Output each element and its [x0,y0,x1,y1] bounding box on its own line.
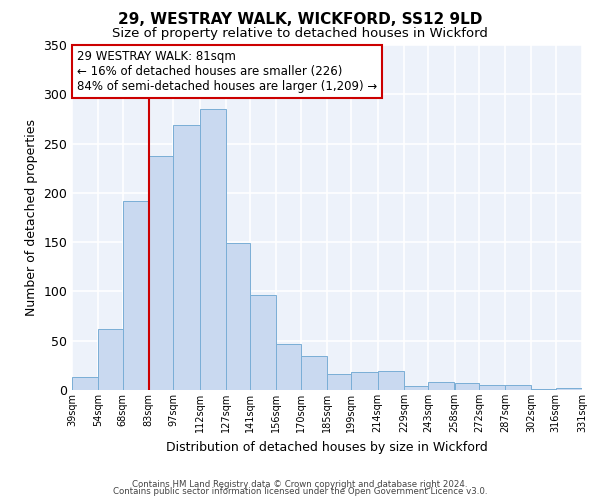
Bar [250,296,277,390]
Text: Contains public sector information licensed under the Open Government Licence v3: Contains public sector information licen… [113,488,487,496]
Bar [173,125,199,390]
Bar [352,372,377,390]
Bar [428,382,455,390]
Text: 29 WESTRAY WALK: 81sqm
← 16% of detached houses are smaller (226)
84% of semi-de: 29 WESTRAY WALK: 81sqm ← 16% of detached… [77,50,377,93]
Bar [404,386,428,390]
Bar [301,356,327,390]
Bar [455,383,479,390]
X-axis label: Distribution of detached houses by size in Wickford: Distribution of detached houses by size … [166,440,488,454]
Bar [532,389,556,390]
Bar [226,243,250,390]
Bar [327,374,352,390]
Text: 29, WESTRAY WALK, WICKFORD, SS12 9LD: 29, WESTRAY WALK, WICKFORD, SS12 9LD [118,12,482,28]
Bar [199,109,226,390]
Bar [149,156,173,390]
Bar [556,388,582,390]
Y-axis label: Number of detached properties: Number of detached properties [25,119,38,316]
Bar [479,385,505,390]
Bar [505,385,532,390]
Bar [72,377,98,390]
Bar [377,372,404,390]
Bar [98,329,122,390]
Bar [122,200,149,390]
Bar [277,344,301,390]
Text: Contains HM Land Registry data © Crown copyright and database right 2024.: Contains HM Land Registry data © Crown c… [132,480,468,489]
Text: Size of property relative to detached houses in Wickford: Size of property relative to detached ho… [112,28,488,40]
